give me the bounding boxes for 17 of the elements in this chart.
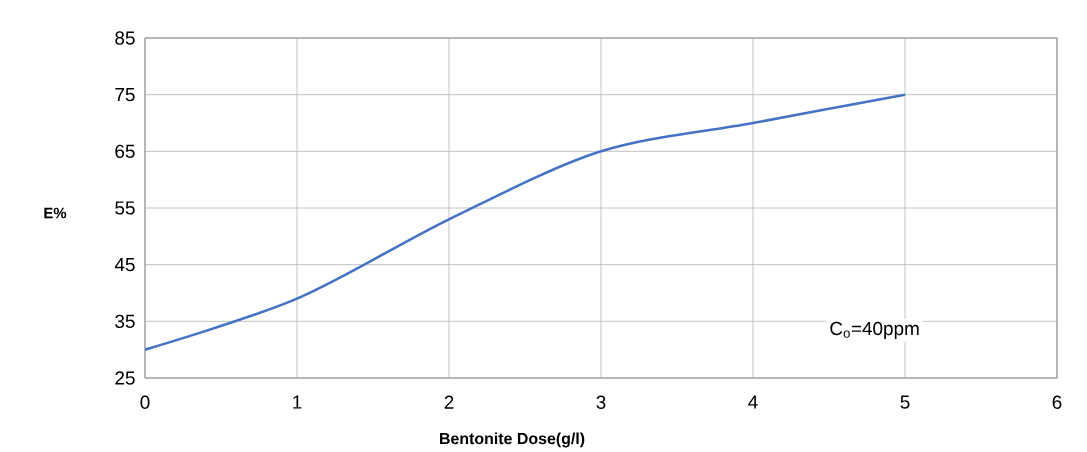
x-tick-label: 6	[1052, 395, 1062, 409]
y-tick-label: 45	[114, 258, 135, 272]
y-tick-label: 65	[115, 144, 135, 159]
x-axis-title: Bentonite Dose(g/l)	[440, 432, 585, 448]
y-tick-label: 85	[115, 31, 135, 45]
y-tick-label: 35	[115, 314, 135, 329]
y-tick-label: 75	[115, 88, 135, 102]
x-tick-label: 1	[293, 395, 302, 409]
x-tick-label: 0	[140, 395, 150, 409]
y-tick-label: 55	[115, 201, 135, 215]
x-tick-label: 2	[444, 395, 454, 409]
annotation: C$_{o}$=40ppm	[830, 321, 919, 339]
y-axis-title: E%	[44, 207, 67, 219]
x-tick-label: 3	[596, 395, 606, 409]
y-tick-label: 25	[115, 371, 135, 385]
x-tick-label: 4	[748, 395, 758, 409]
x-tick-label: 5	[900, 395, 910, 409]
